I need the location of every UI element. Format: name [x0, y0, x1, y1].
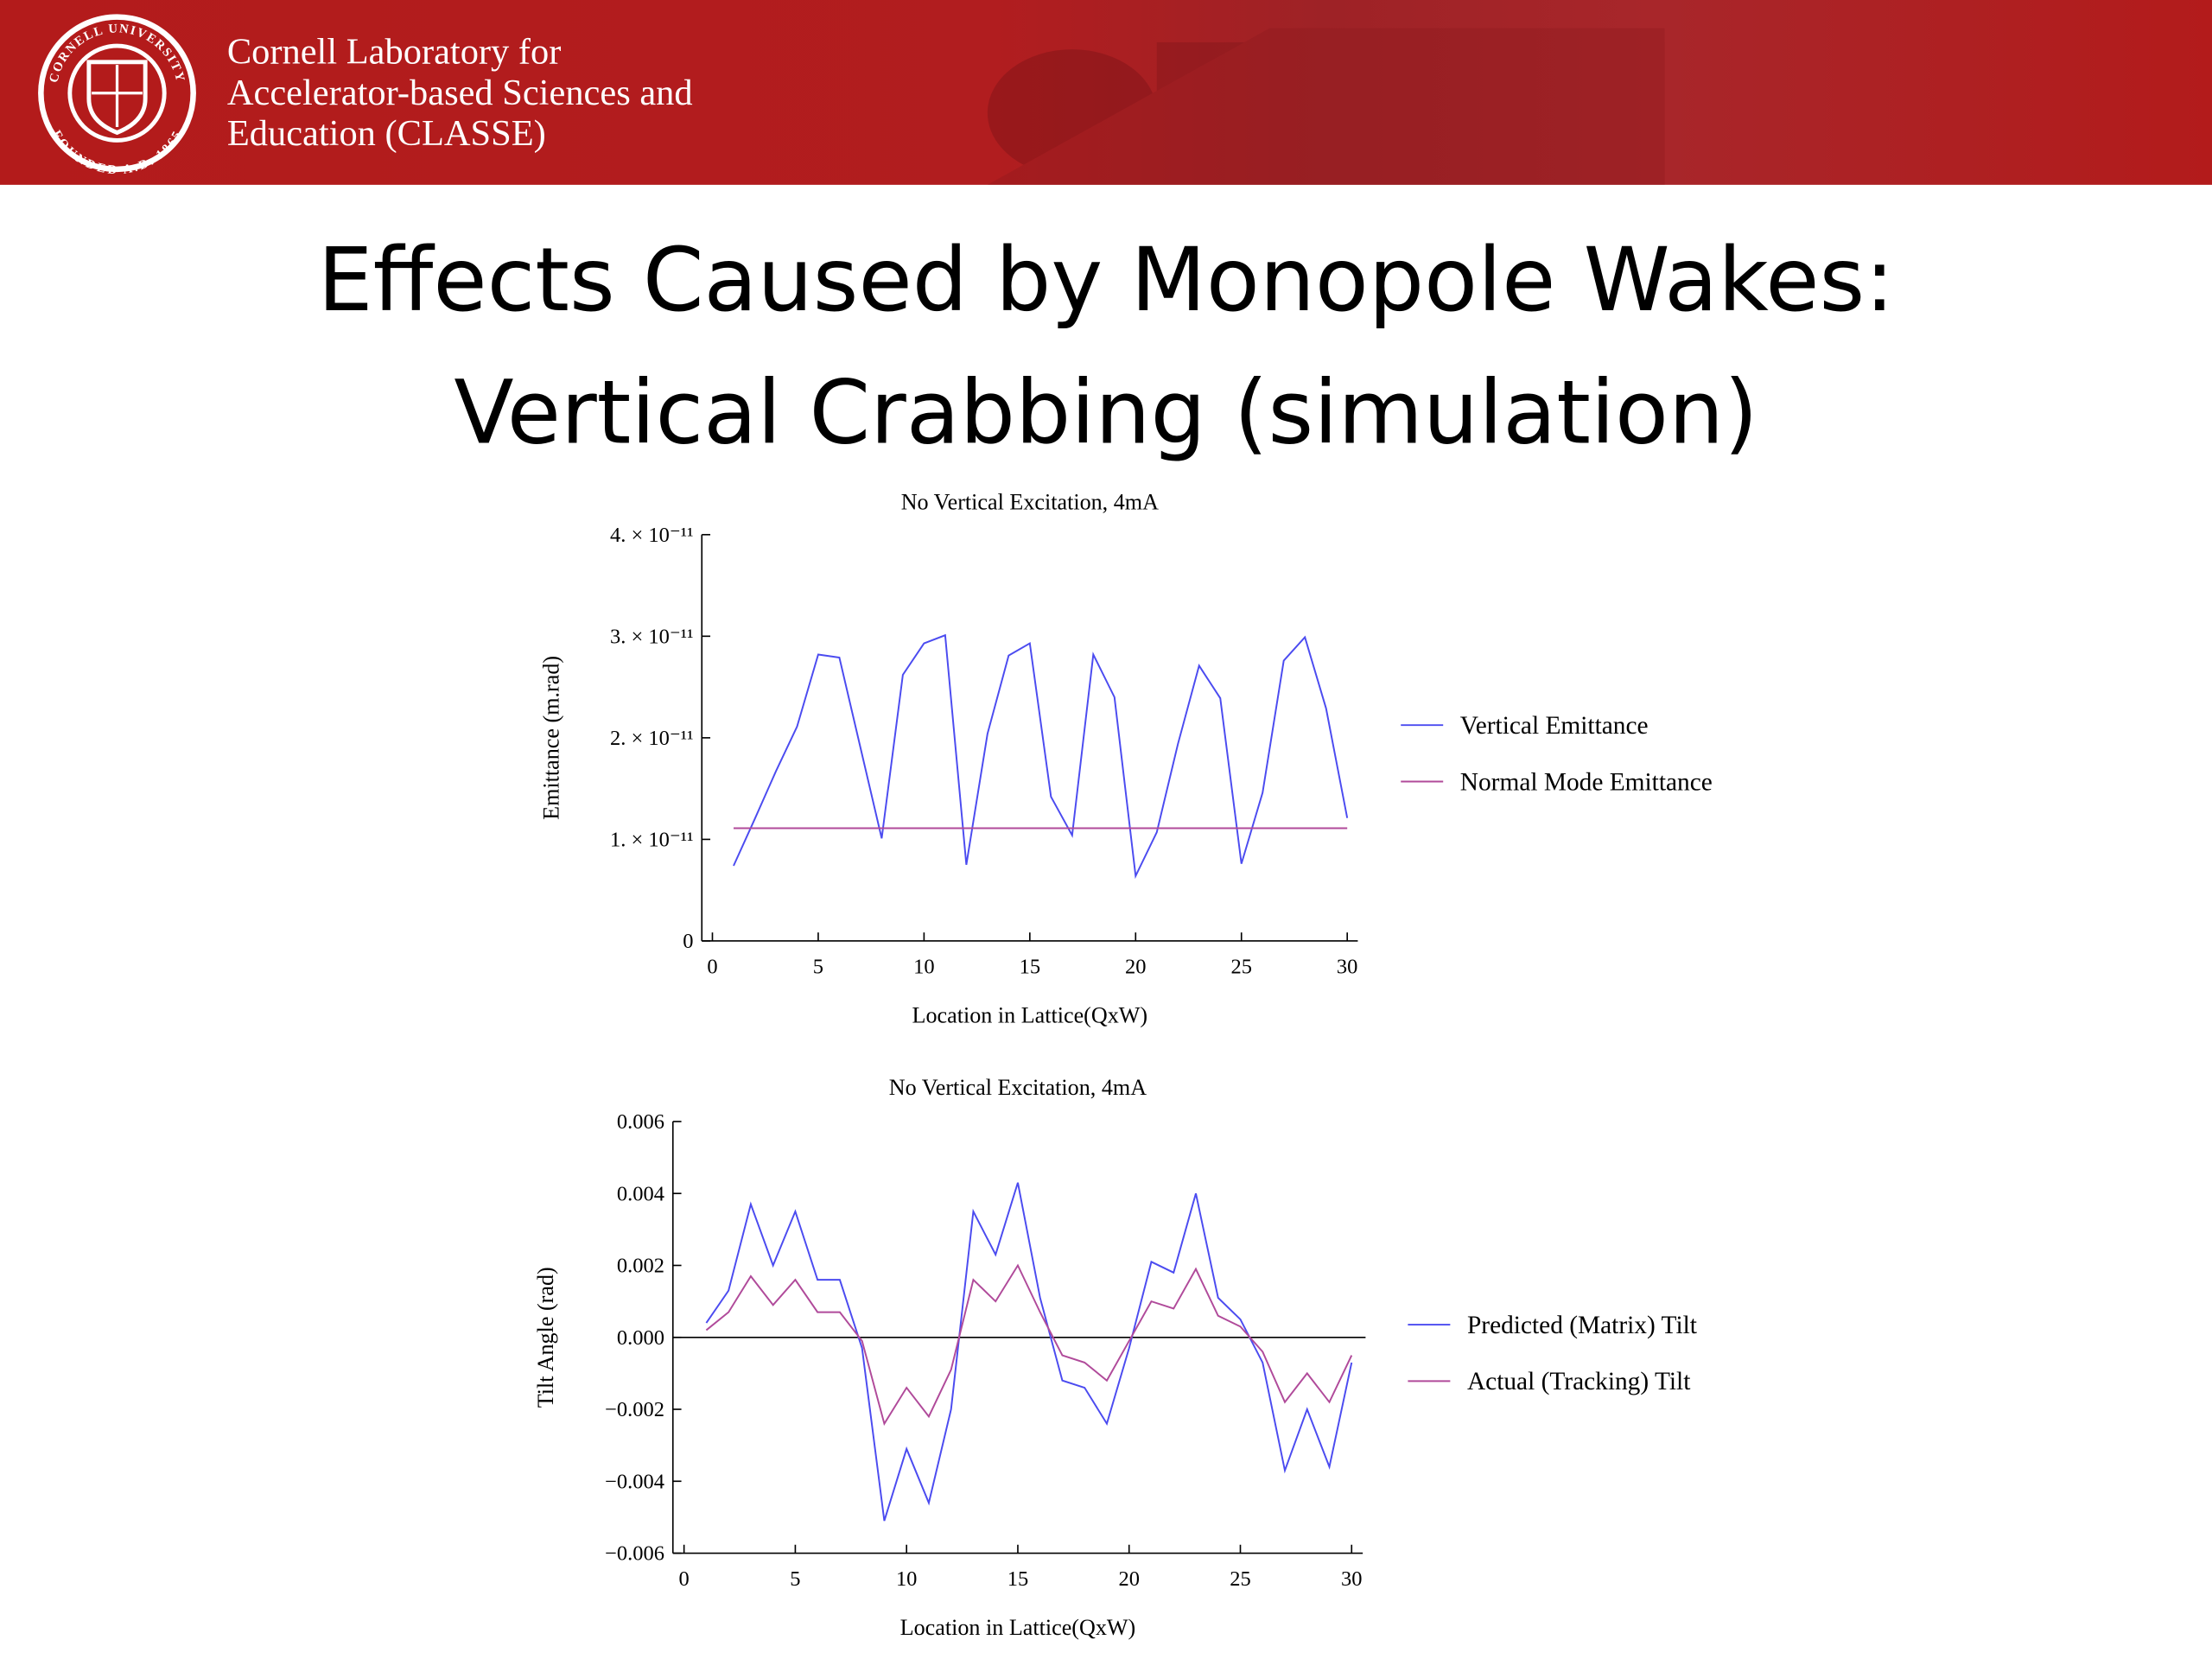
chart: No Vertical Excitation, 4mA Location in L… [533, 1075, 1697, 1640]
x-tick-label: 5 [813, 956, 823, 979]
legend-label: Predicted (Matrix) Tilt [1467, 1312, 1697, 1339]
x-axis-label: Location in Lattice(QxW) [912, 1003, 1148, 1028]
x-tick-label: 30 [1341, 1567, 1362, 1591]
header-text: Education (CLASSE) [227, 113, 546, 154]
y-tick-label: 0 [683, 930, 693, 953]
header-bar [0, 0, 2212, 185]
x-tick-label: 10 [896, 1567, 917, 1591]
series-line [705, 1182, 1353, 1522]
legend-label: Normal Mode Emittance [1460, 768, 1713, 796]
y-tick-label: 0.000 [617, 1326, 664, 1350]
y-tick-label: −0.002 [605, 1398, 664, 1421]
slide-title: Vertical Crabbing (simulation) [454, 362, 1758, 464]
header-photo [987, 28, 1665, 185]
x-tick-label: 25 [1231, 956, 1252, 979]
x-tick-label: 20 [1118, 1567, 1139, 1591]
x-tick-label: 0 [679, 1567, 690, 1591]
x-tick-label: 0 [707, 956, 717, 979]
legend-label: Vertical Emittance [1460, 712, 1649, 740]
y-tick-label: 3. × 10⁻¹¹ [610, 625, 693, 648]
y-tick-label: −0.006 [605, 1542, 664, 1566]
x-tick-label: 10 [913, 956, 934, 979]
y-tick-label: 2. × 10⁻¹¹ [610, 727, 693, 750]
y-tick-label: 0.002 [617, 1255, 664, 1278]
chart: No Vertical Excitation, 4mA Location in L… [539, 489, 1713, 1027]
series-line [705, 1263, 1353, 1427]
y-tick-label: 0.006 [617, 1110, 664, 1134]
chart-title: No Vertical Excitation, 4mA [901, 489, 1159, 514]
x-tick-label: 20 [1125, 956, 1146, 979]
x-tick-label: 30 [1337, 956, 1357, 979]
x-axis-label: Location in Lattice(QxW) [900, 1615, 1136, 1640]
x-tick-label: 5 [790, 1567, 800, 1591]
x-tick-label: 25 [1230, 1567, 1250, 1591]
y-tick-label: 0.004 [617, 1182, 664, 1205]
legend-label: Actual (Tracking) Tilt [1467, 1368, 1690, 1395]
x-tick-label: 15 [1020, 956, 1040, 979]
logo: CORNELL UNIVERSITY FOUNDED A.D. 1865 [38, 14, 196, 177]
slide-title: Effects Caused by Monopole Wakes: [318, 229, 1895, 331]
y-axis-label: Emittance (m.rad) [539, 656, 564, 820]
y-tick-label: −0.004 [605, 1470, 664, 1493]
series-line [733, 633, 1349, 880]
y-tick-label: 1. × 10⁻¹¹ [610, 829, 693, 852]
header-text: Accelerator-based Sciences and [227, 73, 693, 113]
y-tick-label: 4. × 10⁻¹¹ [610, 524, 693, 547]
x-tick-label: 15 [1007, 1567, 1028, 1591]
chart-title: No Vertical Excitation, 4mA [889, 1075, 1147, 1100]
header-text: Cornell Laboratory for [227, 31, 562, 72]
y-axis-label: Tilt Angle (rad) [533, 1267, 558, 1408]
